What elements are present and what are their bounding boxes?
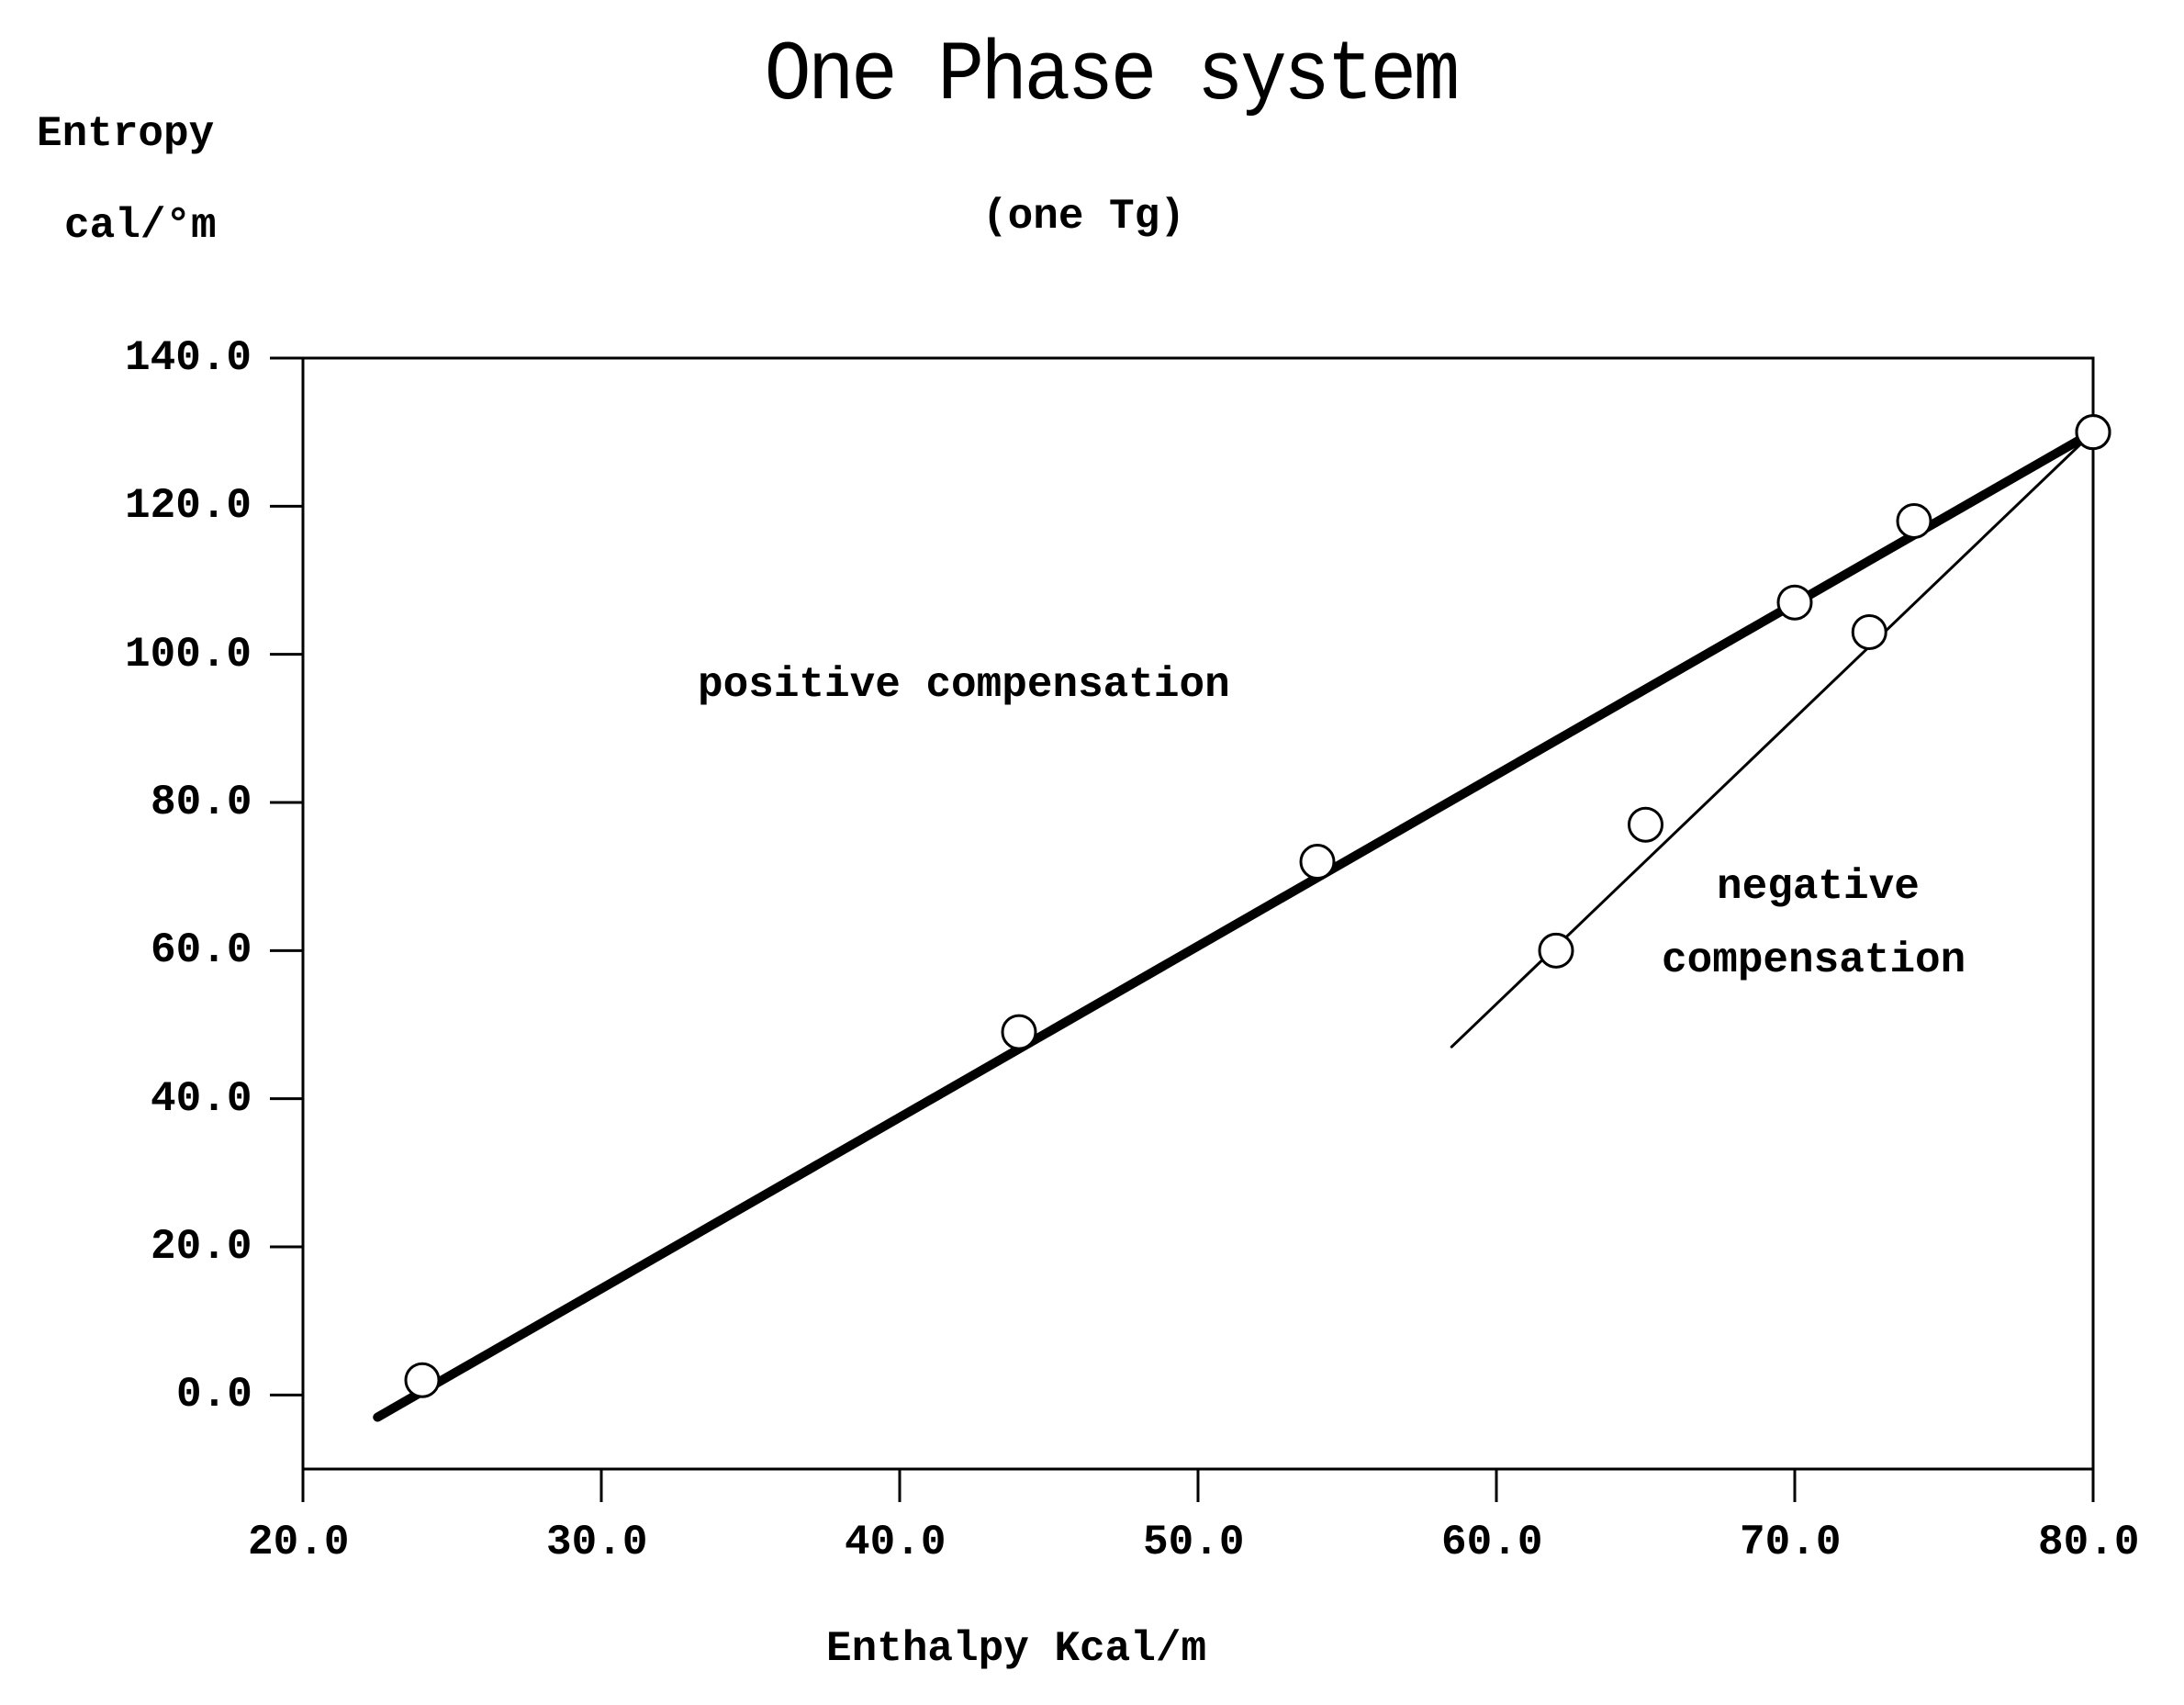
x-tick-label: 40.0 xyxy=(845,1519,946,1566)
x-tick-label: 50.0 xyxy=(1143,1519,1244,1566)
plot-svg xyxy=(0,0,2184,1705)
x-tick-label: 20.0 xyxy=(248,1519,349,1566)
x-tick-label: 30.0 xyxy=(546,1519,647,1566)
y-tick-label: 40.0 xyxy=(151,1075,252,1123)
x-tick-label: 70.0 xyxy=(1740,1519,1841,1566)
x-tick-label: 80.0 xyxy=(2038,1519,2139,1566)
y-tick-label: 140.0 xyxy=(125,334,252,382)
y-tick-label: 60.0 xyxy=(151,926,252,974)
chart-container: One Phase system (one Tg) Entropy cal/°m… xyxy=(0,0,2184,1705)
y-tick-label: 100.0 xyxy=(125,631,252,679)
y-tick-label: 120.0 xyxy=(125,482,252,530)
y-tick-label: 80.0 xyxy=(151,779,252,826)
y-tick-label: 20.0 xyxy=(151,1223,252,1271)
y-tick-label: 0.0 xyxy=(176,1371,252,1419)
x-tick-label: 60.0 xyxy=(1441,1519,1542,1566)
